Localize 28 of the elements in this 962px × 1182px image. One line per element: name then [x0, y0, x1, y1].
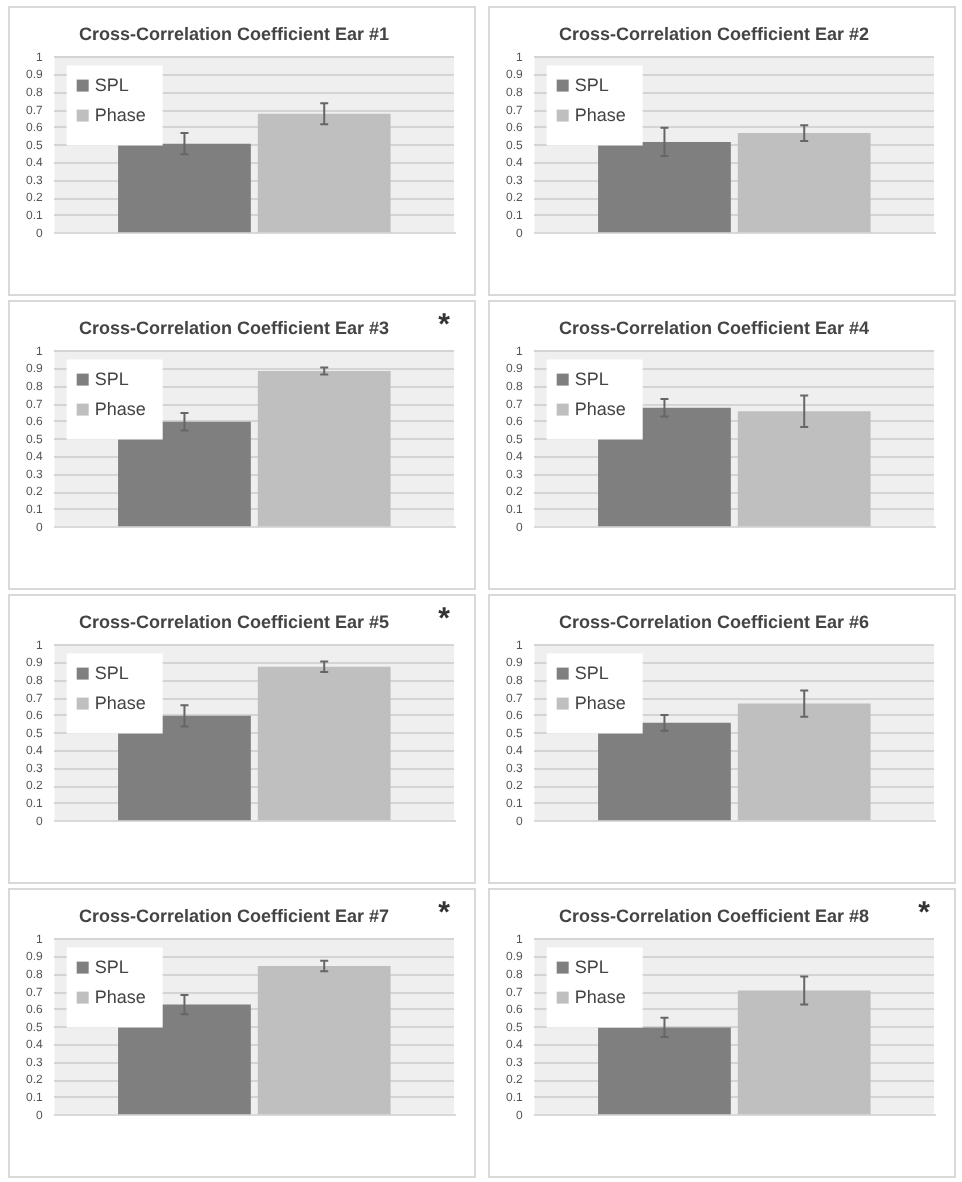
legend-label: Phase	[94, 398, 146, 419]
legend-label: SPL	[94, 368, 129, 389]
legend-label: SPL	[574, 368, 609, 389]
legend-label: Phase	[574, 986, 626, 1007]
legend-label: Phase	[574, 692, 626, 713]
legend-label: Phase	[94, 692, 146, 713]
text: *	[918, 896, 930, 930]
legend-label: Phase	[94, 104, 146, 125]
chart-title: Cross-Correlation Coefficient Ear #6	[558, 611, 870, 632]
chart-title: Cross-Correlation Coefficient Ear #4	[558, 317, 870, 338]
chart-title: Cross-Correlation Coefficient Ear #1	[78, 23, 390, 44]
legend-label: SPL	[574, 956, 609, 977]
legend-label: SPL	[94, 956, 129, 977]
legend-label: SPL	[94, 662, 129, 683]
chart-title: Cross-Correlation Coefficient Ear #5	[78, 611, 390, 632]
chart-title: Cross-Correlation Coefficient Ear #7	[78, 905, 390, 926]
text: *	[438, 602, 450, 636]
chart-title: Cross-Correlation Coefficient Ear #2	[558, 23, 870, 44]
legend-label: SPL	[574, 662, 609, 683]
legend-label: Phase	[574, 398, 626, 419]
legend-label: Phase	[94, 986, 146, 1007]
legend-label: SPL	[574, 74, 609, 95]
text: *	[438, 308, 450, 342]
legend-label: SPL	[94, 74, 129, 95]
chart-title: Cross-Correlation Coefficient Ear #3	[78, 317, 390, 338]
text: *	[438, 896, 450, 930]
chart-title: Cross-Correlation Coefficient Ear #8	[558, 905, 870, 926]
legend-label: Phase	[574, 104, 626, 125]
